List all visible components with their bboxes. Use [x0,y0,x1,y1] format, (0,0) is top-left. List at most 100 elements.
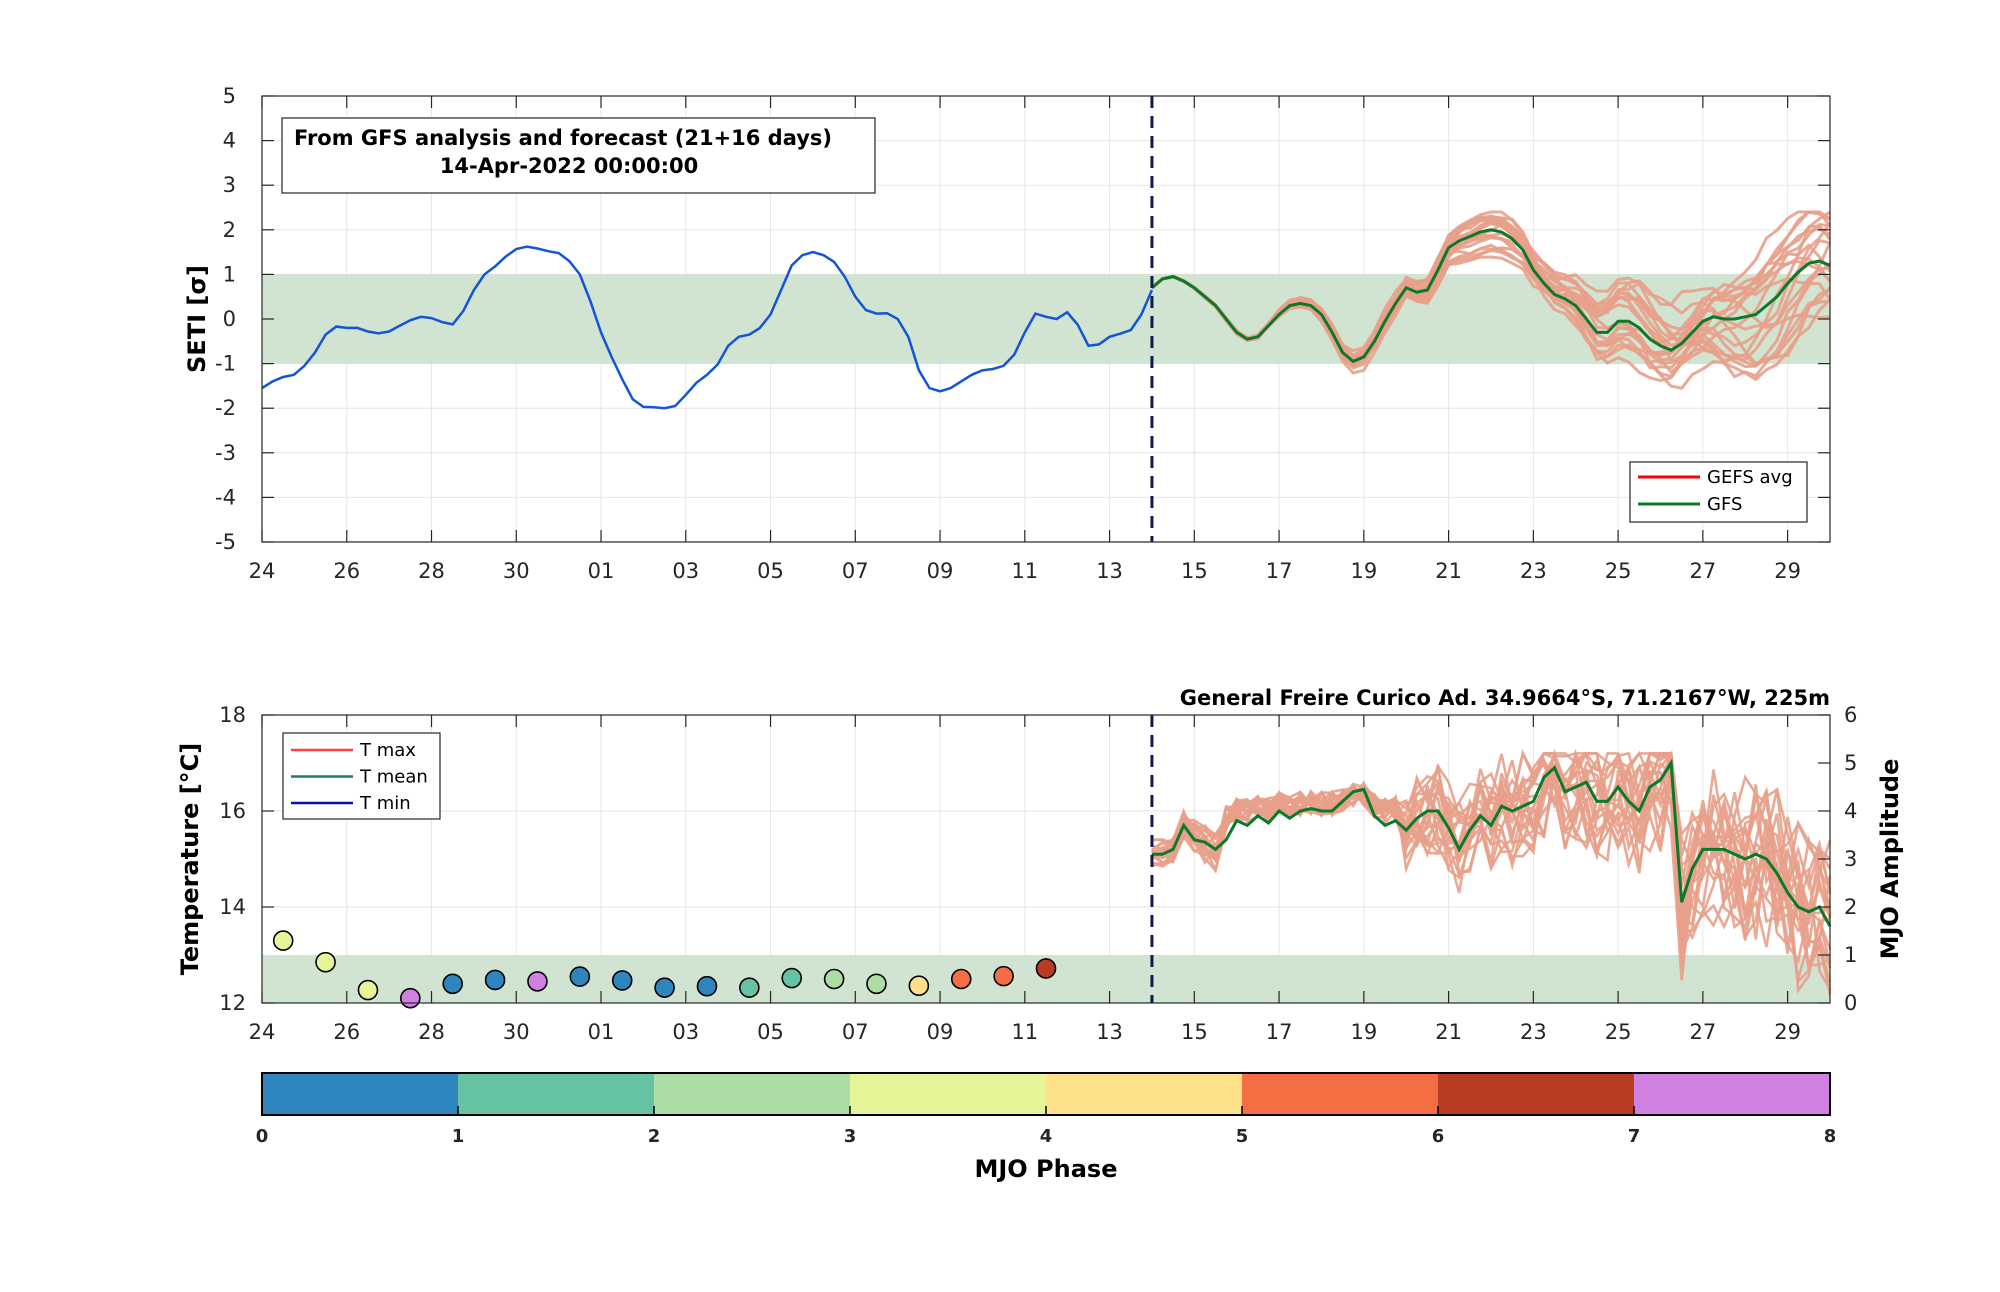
y-tick-label: 16 [219,799,246,823]
x-tick-label: 30 [503,1020,530,1044]
mjo-point [1035,958,1057,979]
x-tick-label: 24 [249,559,276,583]
y-tick-label: 14 [219,895,246,919]
mjo-point [272,930,294,951]
mjo-point [781,967,803,989]
legend-label: T mean [359,767,428,788]
annotation-box [281,117,876,194]
annotation-line-2: 14-Apr-2022 00:00:00 [440,154,699,178]
colorbar-tick-label: 2 [648,1126,661,1147]
x-tick-label: 03 [672,559,699,583]
y-right-tick-label: 5 [1844,751,1857,775]
mjo-point [569,966,591,987]
mjo-point [315,951,336,973]
x-tick-label: 23 [1520,559,1547,583]
x-tick-label: 19 [1350,1020,1377,1044]
gfs-tmean-line [1151,758,1832,927]
x-tick-label: 27 [1689,559,1716,583]
annotation-line-1: From GFS analysis and forecast (21+16 da… [294,126,832,150]
phase-segment [1242,1073,1438,1115]
mjo-point [611,970,633,991]
mjo-point [739,977,760,998]
x-tick-label: 05 [757,1020,784,1044]
y-tick-label: 2 [223,218,236,242]
phase-segment [850,1073,1046,1115]
x-tick-label: 15 [1181,1020,1208,1044]
y-axis-label: SETI [σ] [183,265,211,373]
phase-segment [1634,1073,1830,1115]
colorbar-tick-label: 7 [1628,1126,1641,1147]
y-axis-right-label: MJO Amplitude [1876,759,1904,960]
x-tick-label: 17 [1266,1020,1293,1044]
mjo-point [527,971,548,992]
phase-segment [262,1073,458,1115]
y-right-tick-label: 0 [1844,991,1857,1015]
y-tick-label: -1 [215,352,236,376]
mjo-point [908,975,930,997]
station-label: General Freire Curico Ad. 34.9664°S, 71.… [1180,686,1830,710]
y-right-tick-label: 2 [1844,895,1857,919]
colorbar-tick-label: 8 [1824,1126,1837,1147]
mjo-point [654,977,675,998]
x-tick-label: 23 [1520,1020,1547,1044]
x-tick-label: 26 [333,1020,360,1044]
x-tick-label: 01 [588,559,615,583]
x-tick-label: 26 [333,559,360,583]
legend-label: GFS [1707,494,1742,515]
mjo-point [823,968,845,990]
y-right-tick-label: 3 [1844,847,1857,871]
legend-box [1629,461,1808,523]
x-tick-label: 29 [1774,1020,1801,1044]
temperature-member-line [1151,748,1831,967]
temperature-member-line [1151,752,1832,985]
mjo-point [696,975,718,997]
legend: T max T mean T min [282,732,441,820]
colorbar-tick-label: 1 [452,1126,465,1147]
y-tick-label: 1 [223,262,236,286]
mjo-point [866,973,887,995]
y-tick-label: -3 [215,441,236,465]
colorbar-tick-label: 3 [844,1126,857,1147]
x-tick-label: 17 [1266,559,1293,583]
x-tick-label: 27 [1689,1020,1716,1044]
mjo-phase-colorbar: 0 1 2 3 4 5 6 7 8 MJO Phase [256,1072,1837,1183]
x-tick-label: 03 [672,1020,699,1044]
x-tick-label: 21 [1435,559,1462,583]
y-tick-label: 12 [219,991,246,1015]
y-axis-label: Temperature [°C] [176,743,204,976]
y-tick-label: 18 [219,703,246,727]
y-tick-label: -5 [215,530,236,554]
y-tick-label: 3 [223,173,236,197]
x-tick-label: 24 [249,1020,276,1044]
mjo-point [950,968,972,990]
y-tick-label: 0 [223,307,236,331]
phase-segment [1438,1073,1634,1115]
x-tick-label: 15 [1181,559,1208,583]
x-tick-label: 09 [927,1020,954,1044]
mjo-point [442,973,464,995]
colorbar-tick-label: 5 [1236,1126,1249,1147]
legend-label: GEFS avg [1707,467,1793,488]
phase-segment [654,1073,850,1115]
colorbar-tick-label: 4 [1040,1126,1053,1147]
y-tick-label: -2 [215,396,236,420]
gfs-line [1150,228,1831,364]
y-tick-label: -4 [215,485,236,509]
x-tick-label: 28 [418,1020,445,1044]
x-tick-label: 07 [842,559,869,583]
mjo-point [357,979,379,1001]
x-tick-label: 30 [503,559,530,583]
legend-label: T min [359,793,411,814]
y-right-tick-label: 1 [1844,943,1857,967]
colorbar-tick-label: 0 [256,1126,269,1147]
legend-label: T max [359,740,416,761]
mjo-point [484,969,506,991]
x-tick-label: 13 [1096,1020,1123,1044]
y-right-tick-label: 6 [1844,703,1857,727]
mjo-point [400,987,421,1009]
x-tick-label: 25 [1605,559,1632,583]
colorbar-label: MJO Phase [974,1155,1117,1183]
